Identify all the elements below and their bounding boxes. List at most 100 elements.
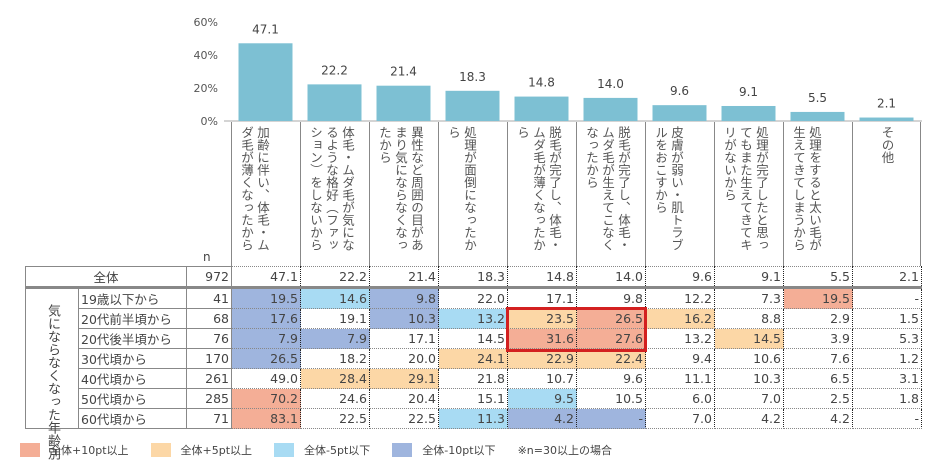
- value-cell: 10.5: [576, 388, 646, 409]
- n-cell: 261: [186, 368, 232, 389]
- legend-label: 全体+5pt以上: [180, 444, 253, 457]
- value-cell: 10.3: [714, 368, 784, 389]
- data-label: 14.0: [597, 77, 624, 91]
- table-row-total: 全体 972 47.1 22.2 21.4 18.3 14.8 14.0 9.6 9.1 5.5 2.…: [25, 266, 922, 289]
- value-cell: 49.0: [231, 368, 301, 389]
- value-cell: 3.9: [783, 328, 853, 349]
- bar: [859, 117, 914, 121]
- legend-note: ※n=30以上の場合: [517, 444, 612, 457]
- category-label: 体毛・ムダ毛が気になるような格好（ファッション）をしないから: [308, 126, 355, 251]
- highlight-box: [506, 307, 647, 352]
- table-row: 20代後半頃から 76 7.9 7.9 17.1 14.5 31.6 27.6 13.2 14.5…: [26, 328, 922, 349]
- value-cell: 9.5: [507, 388, 577, 409]
- legend-item: 全体-10pt以下: [392, 442, 496, 458]
- value-cell: 18.2: [300, 348, 370, 369]
- category-label: 加齢に伴い、体毛・ムダ毛が薄くなったから: [239, 126, 270, 251]
- data-label: 9.1: [739, 85, 758, 99]
- value-cell: 14.5: [438, 328, 508, 349]
- value-cell: 47.1: [231, 266, 301, 289]
- row-label: 50代頃から: [78, 388, 187, 409]
- value-cell: 4.2: [783, 408, 853, 429]
- value-cell: 19.1: [300, 308, 370, 329]
- value-cell: 70.2: [231, 388, 301, 409]
- value-cell: 2.5: [783, 388, 853, 409]
- value-cell: 7.0: [645, 408, 715, 429]
- category-label: 異性など周囲の目があまり気にならなくなったから: [377, 126, 424, 251]
- value-cell: 1.8: [852, 388, 922, 409]
- value-cell: 17.1: [507, 287, 577, 309]
- value-cell: 9.6: [645, 266, 715, 289]
- legend-label: 全体-10pt以下: [422, 444, 496, 457]
- category-label: 皮膚が弱い・肌トラブルをおこすから: [653, 126, 684, 251]
- y-tick-label: 60%: [194, 16, 218, 29]
- value-cell: 22.2: [300, 266, 370, 289]
- row-label: 40代頃から: [78, 368, 187, 389]
- bar: [790, 111, 845, 121]
- value-cell: 22.5: [300, 408, 370, 429]
- data-label: 18.3: [459, 70, 486, 84]
- value-cell: 8.8: [714, 308, 784, 329]
- category-header: 異性など周囲の目があまり気にならなくなったから: [369, 122, 438, 266]
- table-row: 50代頃から 285 70.2 24.6 20.4 15.1 9.5 10.5 6.0 7.0 2.…: [26, 388, 922, 409]
- row-label: 全体: [25, 266, 187, 289]
- value-cell: 9.4: [645, 348, 715, 369]
- n-cell: 285: [186, 388, 232, 409]
- category-header: その他: [852, 122, 921, 266]
- legend-swatch: [150, 443, 171, 457]
- n-cell: 41: [186, 287, 232, 309]
- value-cell: 29.1: [369, 368, 439, 389]
- value-cell: 14.8: [507, 266, 577, 289]
- value-cell: 10.3: [369, 308, 439, 329]
- data-label: 5.5: [808, 91, 827, 105]
- row-label: 60代頃から: [78, 408, 187, 429]
- crosstab-table: 全体 972 47.1 22.2 21.4 18.3 14.8 14.0 9.6 9.1 5.5 2.…: [25, 266, 922, 460]
- row-label: 19歳以下から: [78, 287, 187, 309]
- value-cell: 20.0: [369, 348, 439, 369]
- bar-chart: 0% 20% 40% 60% 47.1 22.2 21.4 18.3 14.8 14.0 9.6 9.…: [194, 16, 922, 128]
- category-header: 皮膚が弱い・肌トラブルをおこすから: [645, 122, 714, 266]
- data-label: 2.1: [877, 97, 896, 111]
- value-cell: 10.6: [714, 348, 784, 369]
- value-cell: -: [852, 408, 922, 429]
- table-row: 20代前半頃から 68 17.6 19.1 10.3 13.2 23.5 26.5 16.2 8.…: [26, 308, 922, 329]
- value-cell: 6.5: [783, 368, 853, 389]
- legend-item: 全体-5pt以下: [274, 442, 370, 458]
- n-cell: 68: [186, 308, 232, 329]
- value-cell: 7.6: [783, 348, 853, 369]
- table-row: 60代頃から 71 83.1 22.5 22.5 11.3 4.2-7.0 4.2 4.2-: [26, 408, 922, 429]
- category-label: 処理が完了したと思ってもまた生えてきてキリがないから: [722, 126, 769, 251]
- value-cell: 22.0: [438, 287, 508, 309]
- value-cell: 7.0: [714, 388, 784, 409]
- data-label: 14.8: [528, 76, 555, 90]
- category-header: 処理をすると太い毛が生えてきてしまうから: [783, 122, 852, 266]
- value-cell: 22.5: [369, 408, 439, 429]
- bar: [445, 90, 500, 121]
- value-cell: 14.6: [300, 287, 370, 309]
- value-cell: 2.1: [852, 266, 922, 289]
- value-cell: 7.9: [231, 328, 301, 349]
- group-label: 気にならなくなった年齢別: [25, 287, 79, 460]
- value-cell: 10.7: [507, 368, 577, 389]
- value-cell: 9.8: [576, 287, 646, 309]
- value-cell: 7.3: [714, 287, 784, 309]
- category-header: 処理が面倒になったから: [438, 122, 507, 266]
- bar: [307, 84, 362, 121]
- y-tick-label: 20%: [194, 82, 218, 95]
- n-header: n: [203, 250, 211, 264]
- value-cell: 5.3: [852, 328, 922, 349]
- category-label: 脱毛が完了し、体毛・ムダ毛が生えてこなくなったから: [584, 126, 631, 251]
- value-cell: 9.1: [714, 266, 784, 289]
- y-tick-label: 40%: [194, 49, 218, 62]
- legend-item: 全体+5pt以上: [150, 442, 253, 458]
- value-cell: 28.4: [300, 368, 370, 389]
- n-cell: 71: [186, 408, 232, 429]
- value-cell: 26.5: [231, 348, 301, 369]
- row-label: 20代前半頃から: [78, 308, 187, 329]
- bar: [721, 105, 776, 121]
- legend: 全体+10pt以上 全体+5pt以上 全体-5pt以下 全体-10pt以下 ※n=30以…: [20, 442, 612, 458]
- value-cell: 22.4: [576, 348, 646, 369]
- category-header: 脱毛が完了し、体毛・ムダ毛が薄くなったから: [507, 122, 576, 266]
- n-cell: 76: [186, 328, 232, 349]
- value-cell: 9.6: [576, 368, 646, 389]
